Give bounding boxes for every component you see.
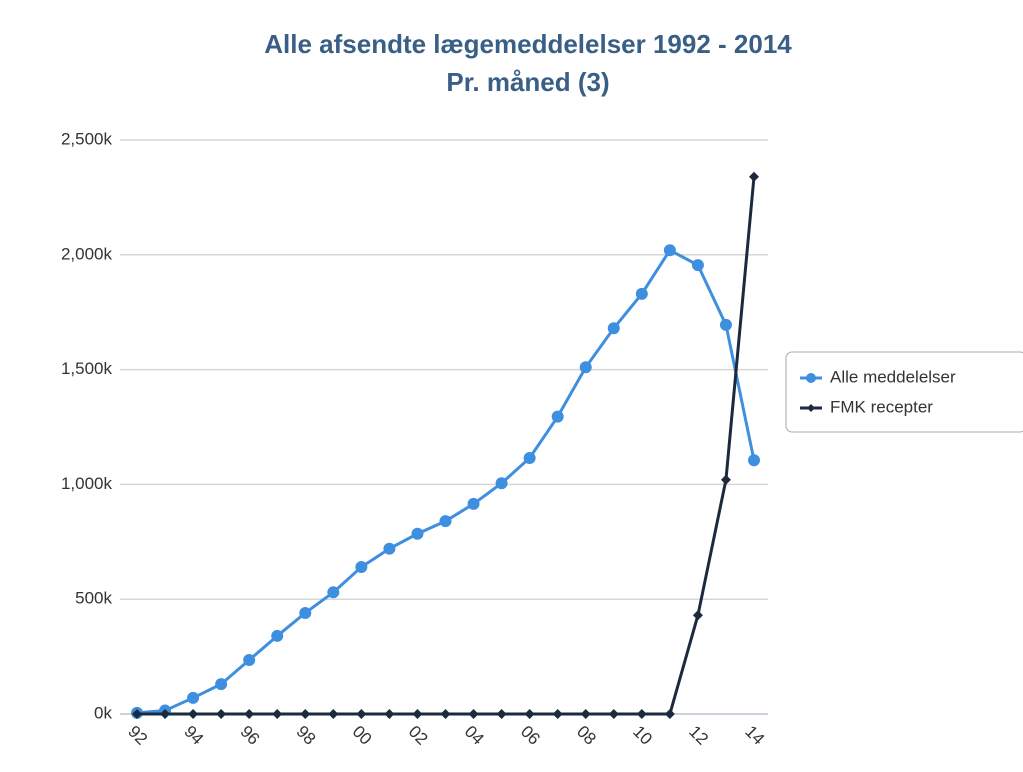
y-tick-label: 2,000k bbox=[61, 244, 113, 263]
y-tick-label: 1,500k bbox=[61, 359, 113, 378]
data-point bbox=[608, 709, 619, 719]
x-tick-label: 08 bbox=[573, 722, 600, 749]
data-point bbox=[187, 691, 200, 704]
data-point bbox=[216, 709, 227, 719]
y-tick-label: 500k bbox=[75, 589, 112, 608]
x-tick-label: 06 bbox=[517, 722, 544, 749]
data-point bbox=[328, 709, 339, 719]
legend-label: FMK recepter bbox=[830, 397, 933, 416]
x-tick-label: 12 bbox=[685, 722, 712, 749]
data-point bbox=[160, 709, 171, 719]
data-point bbox=[243, 654, 256, 667]
x-tick-label: 98 bbox=[293, 722, 320, 749]
data-point bbox=[468, 709, 479, 719]
data-point bbox=[719, 318, 732, 331]
y-tick-label: 2,500k bbox=[61, 129, 113, 148]
data-point bbox=[467, 497, 480, 510]
data-point bbox=[355, 561, 368, 574]
data-point bbox=[215, 678, 228, 691]
chart-subtitle: Pr. måned (3) bbox=[446, 67, 609, 97]
data-point bbox=[551, 410, 564, 423]
data-point bbox=[327, 586, 340, 599]
data-point bbox=[132, 709, 142, 719]
y-tick-label: 0k bbox=[94, 703, 112, 722]
chart-title: Alle afsendte lægemeddelelser 1992 - 201… bbox=[264, 29, 792, 59]
data-point bbox=[579, 361, 592, 374]
legend-label: Alle meddelelser bbox=[830, 367, 956, 386]
data-point bbox=[384, 709, 395, 719]
data-point bbox=[356, 709, 367, 719]
data-point bbox=[749, 171, 759, 182]
data-point bbox=[636, 709, 647, 719]
data-point bbox=[299, 606, 312, 619]
data-point bbox=[663, 244, 676, 257]
series-line bbox=[136, 248, 756, 715]
data-point bbox=[244, 709, 255, 719]
data-point bbox=[692, 610, 703, 621]
data-point bbox=[439, 515, 452, 528]
data-point bbox=[383, 542, 396, 555]
x-tick-label: 04 bbox=[461, 722, 488, 749]
data-point bbox=[607, 322, 620, 335]
data-point bbox=[495, 477, 508, 490]
data-point bbox=[691, 259, 704, 272]
x-tick-label: 96 bbox=[236, 722, 263, 749]
x-tick-label: 94 bbox=[180, 722, 207, 749]
data-point bbox=[748, 454, 760, 467]
x-tick-label: 92 bbox=[124, 722, 151, 749]
data-point bbox=[272, 709, 283, 719]
data-point bbox=[300, 709, 311, 719]
data-point bbox=[524, 709, 535, 719]
legend-marker bbox=[806, 373, 816, 383]
data-point bbox=[523, 451, 536, 464]
data-point bbox=[271, 629, 284, 642]
series-line bbox=[137, 176, 756, 716]
data-point bbox=[580, 709, 591, 719]
legend-marker bbox=[807, 404, 815, 412]
data-point bbox=[440, 709, 451, 719]
data-point bbox=[635, 287, 648, 300]
data-point bbox=[552, 709, 563, 719]
data-point bbox=[412, 709, 423, 719]
data-point bbox=[664, 709, 675, 719]
data-point bbox=[496, 709, 507, 719]
x-tick-label: 02 bbox=[405, 722, 432, 749]
x-tick-label: 14 bbox=[741, 722, 768, 749]
x-tick-label: 10 bbox=[629, 722, 656, 749]
x-tick-label: 00 bbox=[349, 722, 376, 749]
data-point bbox=[188, 709, 199, 719]
data-point bbox=[411, 527, 424, 540]
data-point bbox=[720, 474, 731, 485]
legend-box bbox=[785, 351, 1023, 433]
y-tick-label: 1,000k bbox=[61, 474, 113, 493]
